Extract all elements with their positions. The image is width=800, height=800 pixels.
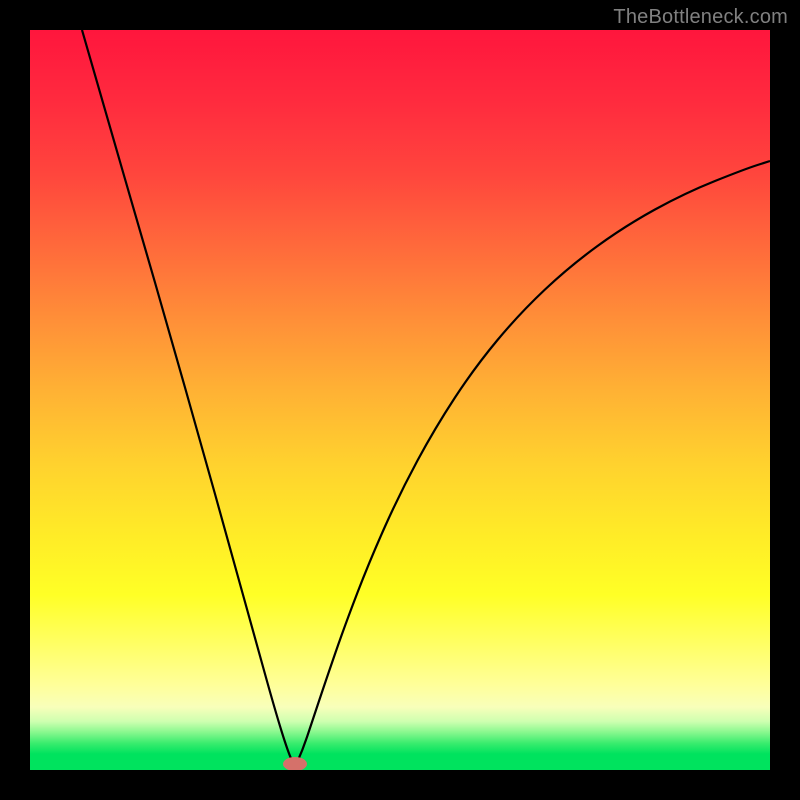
gradient-background — [30, 30, 770, 770]
green-band — [30, 754, 770, 770]
watermark-text: TheBottleneck.com — [613, 6, 788, 29]
plot-svg — [30, 30, 770, 770]
chart-container — [30, 30, 770, 770]
